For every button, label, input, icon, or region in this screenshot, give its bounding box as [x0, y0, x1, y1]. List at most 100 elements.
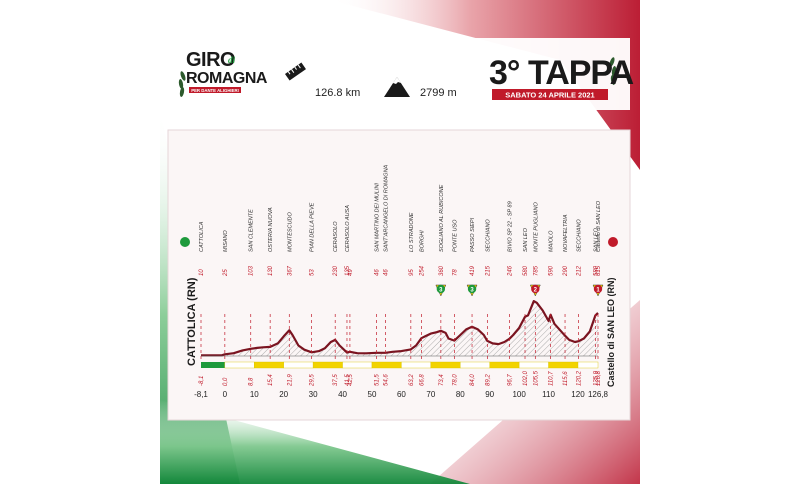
- profile-fill: [201, 301, 598, 356]
- profile-area: [201, 300, 599, 357]
- place-altitude: 135: [345, 265, 351, 276]
- place-name: BIVIO SP 22 - SP 89: [507, 201, 513, 252]
- band-segment: [254, 361, 284, 369]
- place-name: PIAN DELLA PIEVE: [310, 202, 316, 252]
- logo-title2: ROMAGNA: [186, 70, 268, 87]
- finish-marker-icon: [608, 237, 618, 247]
- place-name: Castello di SAN LEO: [596, 200, 602, 252]
- place-altitude: 212: [577, 265, 583, 277]
- band-segment: [283, 361, 314, 369]
- climb-badge: [467, 284, 477, 294]
- stage-title: 3° TAPPA: [489, 54, 634, 92]
- place-km: 84,0: [470, 374, 476, 386]
- place-altitude: 215: [485, 265, 491, 277]
- place-altitude: 590: [549, 265, 555, 276]
- band-segment: [548, 361, 579, 369]
- band-neutral: [201, 362, 225, 368]
- place-km: 105,5: [533, 370, 539, 386]
- place-altitude: 230: [333, 265, 339, 277]
- place-altitude: 10: [199, 269, 205, 276]
- climb-marker-icon: 2: [529, 284, 541, 297]
- place-name: MONTE PUGLIANO: [533, 201, 539, 252]
- chart-panel: [167, 129, 631, 421]
- climb-marker-icon: 3: [466, 284, 478, 297]
- place-name: CERASOLO AUSA: [345, 205, 351, 252]
- place-name: MAIOLO: [549, 230, 555, 252]
- x-tick-label: 10: [250, 390, 259, 399]
- climb-category: 2: [534, 288, 538, 294]
- place-km: 21,9: [287, 374, 293, 387]
- place-name: OSTERIA NUOVA: [268, 207, 274, 252]
- place-name: SAN MARTINO DEI MULINI: [374, 183, 380, 252]
- place-name: SECCHIANO: [485, 219, 491, 252]
- logo-subtitle: PER DANTE ALIGHIERI: [191, 88, 239, 93]
- stage-date-bar: [492, 89, 608, 100]
- band-segment: [518, 361, 549, 369]
- laurel-left-icon: [178, 71, 186, 97]
- waypoint-lines: [200, 314, 599, 360]
- x-axis-ticks: -8,1 0 10 20 30 40 50 60 70 80 90 100 110 120 126,8: [194, 390, 608, 399]
- place-altitude: 25: [223, 269, 229, 277]
- band-segment: [224, 361, 255, 369]
- start-label: CATTOLICA (RN): [186, 277, 198, 366]
- climb-badge: [531, 284, 540, 294]
- km-bands: [201, 361, 599, 369]
- band-segment: [577, 361, 599, 369]
- place-altitude: 580: [523, 265, 529, 276]
- climb-badge: [436, 284, 446, 294]
- place-km: 63,2: [409, 374, 415, 386]
- place-name: PASSO SIEPI: [470, 217, 476, 252]
- start-marker-icon: [180, 237, 190, 247]
- x-tick-label: 100: [512, 390, 526, 399]
- place-altitude: 78: [452, 269, 458, 276]
- place-altitude: 246: [507, 265, 513, 277]
- band-segment: [430, 361, 461, 369]
- place-altitude: 580: [593, 265, 599, 276]
- place-km: 73,4: [439, 374, 445, 386]
- place-km: 54,6: [384, 374, 390, 386]
- distance-value: 126.8 km: [315, 87, 360, 99]
- place-name: MONTESCUDO: [287, 212, 293, 252]
- place-name: LO STRADONE: [409, 212, 415, 252]
- place-name: CATTOLICA: [199, 221, 205, 252]
- place-km: 42,5: [348, 374, 354, 386]
- band-segment: [312, 361, 343, 369]
- place-altitude: 95: [409, 269, 415, 276]
- place-name: BORGHI: [419, 230, 425, 252]
- green-bottom-decoration: [160, 400, 470, 484]
- place-km: 115,6: [563, 371, 569, 386]
- place-km: 125,9: [593, 370, 599, 386]
- place-name: MISANO: [223, 230, 229, 252]
- climb-marker-icon: 1: [592, 284, 604, 297]
- laurel-right-icon: [609, 57, 617, 85]
- place-name: CERASOLO: [333, 221, 339, 252]
- place-km: 66,8: [419, 374, 425, 386]
- band-segment: [401, 361, 432, 369]
- place-name: NOVAFELTRIA: [563, 214, 569, 252]
- place-km: 8,8: [249, 377, 255, 386]
- mountain-icon: [384, 77, 410, 97]
- place-name: SAN CLEMENTE: [249, 209, 255, 252]
- place-km: 41,5: [345, 374, 351, 386]
- x-tick-label: 80: [456, 390, 465, 399]
- x-tick-label: 60: [397, 390, 406, 399]
- place-altitude: 785: [533, 265, 539, 276]
- ruler-icon: [285, 62, 306, 81]
- logo-subtitle-bar: [189, 87, 241, 93]
- place-km: 51,5: [374, 374, 380, 386]
- band-segment: [460, 361, 490, 369]
- climb-category: 3: [470, 288, 474, 294]
- band-segment: [342, 361, 373, 369]
- x-tick-label: 110: [542, 390, 555, 399]
- place-name: PONTE USO: [452, 219, 458, 252]
- place-altitude: 254: [419, 265, 425, 277]
- band-segment: [489, 361, 520, 369]
- place-altitude: 46: [384, 269, 390, 276]
- place-km: 126,8: [596, 370, 602, 386]
- logo-di: di: [228, 55, 236, 65]
- climb-category: 1: [596, 288, 600, 294]
- stage-date: SABATO 24 APRILE 2021: [505, 91, 594, 100]
- place-name: SECCHIANO: [577, 219, 583, 252]
- place-altitude: 46: [374, 269, 380, 276]
- place-km: 110,7: [549, 371, 555, 386]
